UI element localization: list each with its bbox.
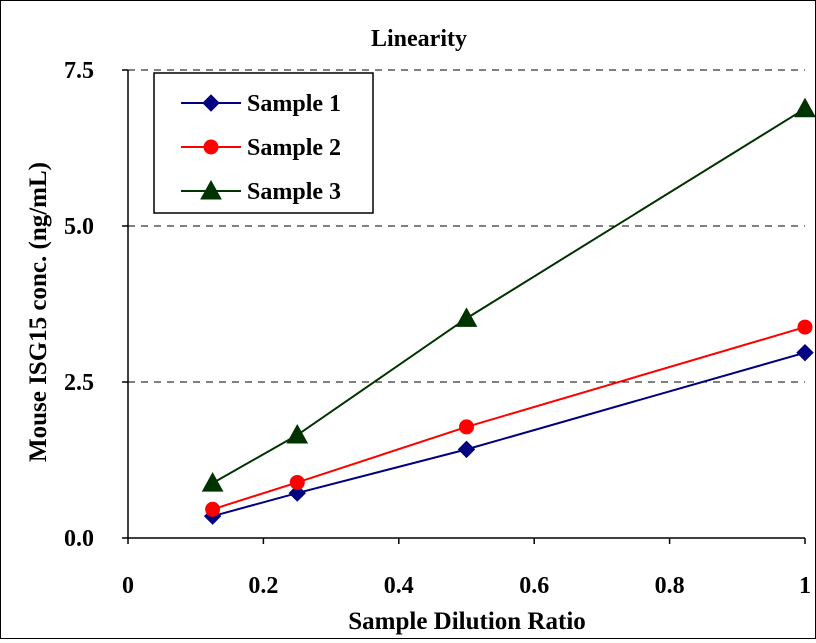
data-point xyxy=(796,343,814,362)
data-point xyxy=(455,307,478,327)
data-point xyxy=(459,419,474,435)
legend-marker xyxy=(203,139,219,155)
axes xyxy=(127,70,805,539)
series-line xyxy=(212,107,806,484)
data-point xyxy=(289,474,305,490)
legend-label: Sample 1 xyxy=(247,91,341,117)
legend: Sample 1 Sample 2 Sample 3 xyxy=(181,91,341,205)
x-tick-label: 0.2 xyxy=(248,573,278,599)
x-tick-label: 1 xyxy=(799,573,811,599)
data-point xyxy=(201,472,224,492)
data-point xyxy=(288,484,306,502)
data-point xyxy=(794,97,816,118)
y-tick-label: 0.0 xyxy=(64,526,94,552)
data-point xyxy=(286,424,309,444)
data-point xyxy=(205,501,221,517)
y-tick-label: 7.5 xyxy=(64,58,94,84)
chart-title: Linearity xyxy=(371,26,467,52)
series-group xyxy=(201,97,816,525)
y-tick-label: 2.5 xyxy=(64,370,94,396)
data-point xyxy=(797,319,813,335)
legend-marker xyxy=(200,179,222,200)
legend-marker xyxy=(202,94,220,112)
legend-label: Sample 2 xyxy=(247,135,341,161)
x-tick-label: 0.8 xyxy=(655,573,685,599)
x-tick-label: 0.4 xyxy=(384,573,414,599)
series-3 xyxy=(201,97,816,492)
y-axis-ticks: 0.0 2.5 5.0 7.5 xyxy=(64,58,128,552)
legend-box xyxy=(153,72,374,214)
series-line xyxy=(212,351,806,518)
x-axis-ticks: 0 0.2 0.4 0.6 0.8 1 xyxy=(122,538,811,599)
legend-label: Sample 3 xyxy=(247,179,341,205)
legend-item: Sample 3 xyxy=(181,179,341,205)
legend-item: Sample 1 xyxy=(181,91,341,117)
gridlines xyxy=(128,69,805,383)
y-axis-label: Mouse ISG15 conc. (ng/mL) xyxy=(25,162,52,462)
x-tick-label: 0.6 xyxy=(519,573,549,599)
x-tick-label: 0 xyxy=(122,573,134,599)
series-1 xyxy=(203,343,814,525)
data-point xyxy=(457,440,476,459)
legend-item: Sample 2 xyxy=(181,135,341,161)
y-tick-label: 5.0 xyxy=(64,214,94,240)
series-line xyxy=(212,326,806,511)
x-axis-label: Sample Dilution Ratio xyxy=(348,608,586,635)
series-2 xyxy=(205,319,813,517)
